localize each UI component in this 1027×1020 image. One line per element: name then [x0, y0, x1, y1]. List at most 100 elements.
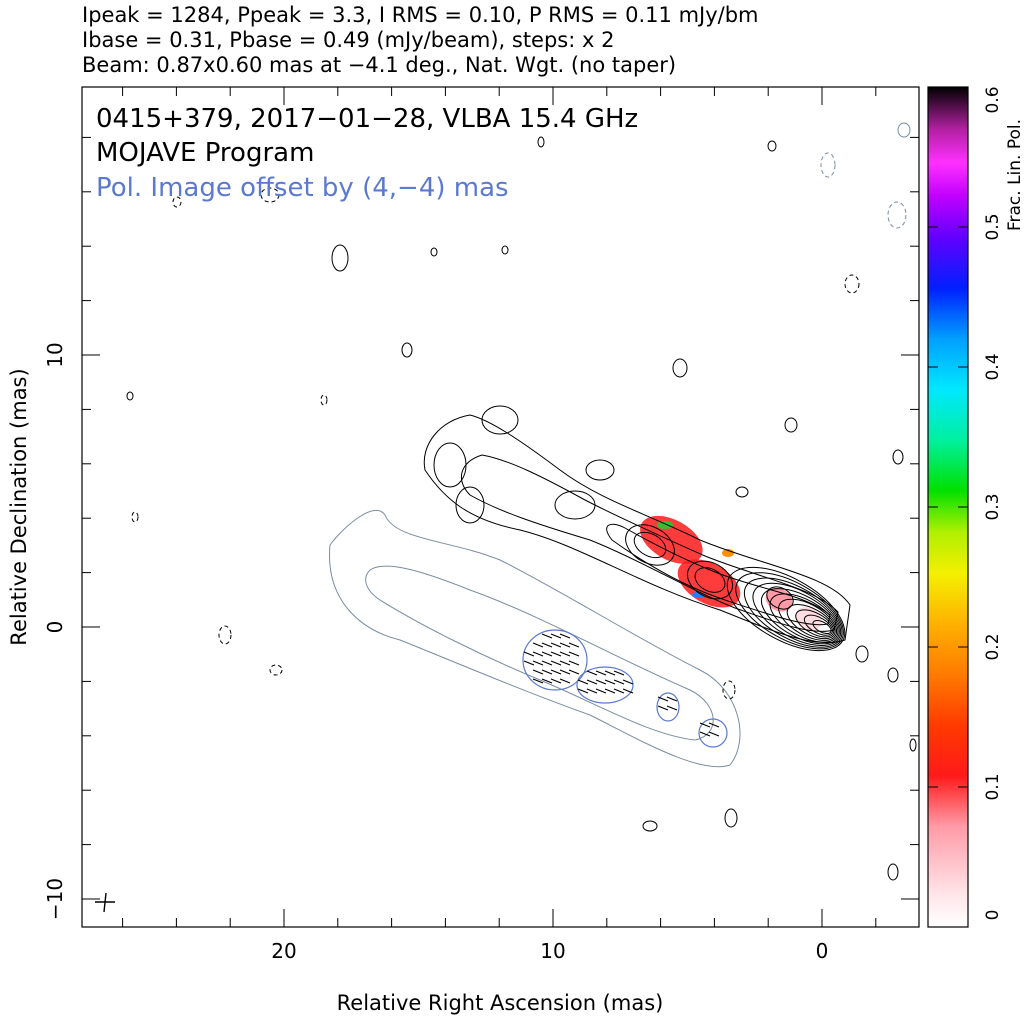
noise-contour	[131, 511, 139, 523]
evpa-tick	[550, 660, 562, 666]
noise-contour	[320, 394, 328, 406]
x-axis-label: Relative Right Ascension (mas)	[337, 991, 664, 1015]
noise-contour	[892, 449, 904, 465]
polarized-intensity-contour	[329, 509, 741, 768]
colorbar-tick-label: 0.1	[983, 773, 1003, 800]
colorbar-label: Frac. Lin. Pol.	[1005, 119, 1025, 231]
noise-contour	[537, 136, 545, 148]
stokes-i-contour	[795, 609, 835, 638]
evpa-tick	[613, 679, 625, 685]
evpa-tick	[568, 669, 580, 675]
evpa-tick	[613, 670, 625, 676]
evpa-tick	[523, 651, 535, 657]
evpa-tick	[595, 679, 607, 685]
noise-contour	[735, 486, 749, 498]
annotation-program: MOJAVE Program	[96, 138, 314, 168]
evpa-tick	[559, 651, 571, 657]
stokes-i-contours	[423, 405, 851, 652]
evpa-tick	[595, 670, 607, 676]
evpa-tick	[604, 679, 616, 685]
evpa-tick	[708, 722, 720, 728]
noise-contour	[909, 738, 917, 752]
axis-ticks	[82, 87, 919, 927]
evpa-tick	[666, 705, 678, 711]
evpa-tick	[577, 688, 589, 694]
noise-contour	[501, 245, 509, 255]
evpa-tick	[622, 688, 634, 694]
noise-contour	[722, 680, 736, 700]
y-tick-label: −10	[43, 878, 67, 920]
stokes-i-contour	[803, 614, 833, 636]
evpa-tick	[532, 660, 544, 666]
y-tick-label: 0	[43, 621, 67, 634]
y-tick-labels: 10 0 −10	[43, 342, 67, 920]
evpa-tick	[699, 722, 711, 728]
noise-contour	[767, 140, 777, 152]
noise-contour	[218, 625, 232, 645]
evpa-tick	[523, 660, 535, 666]
stokes-i-contour	[769, 593, 839, 643]
beam-marker	[95, 892, 115, 913]
y-tick-label: 10	[43, 342, 67, 367]
evpa-tick	[550, 678, 562, 684]
evpa-tick	[568, 651, 580, 657]
evpa-tick	[541, 669, 553, 675]
colorbar-tick-label: 0.5	[983, 213, 1003, 240]
noise-contour	[855, 645, 869, 663]
polarization-region	[657, 521, 673, 529]
x-tick-labels: 20 10 0	[271, 939, 828, 963]
stokes-i-contour	[735, 572, 844, 650]
noise-contour	[887, 667, 899, 683]
colorbar-ticks: 0 0.1 0.2 0.3 0.4 0.5 0.6	[928, 86, 1003, 928]
evpa-tick	[559, 642, 571, 648]
stokes-i-contour	[460, 454, 839, 632]
evpa-tick	[550, 633, 562, 639]
noise-contour	[820, 152, 836, 178]
noise-contour	[269, 664, 283, 676]
stokes-i-contour	[761, 588, 840, 645]
evpa-tick	[708, 731, 720, 737]
colorbar-tick-label: 0	[983, 910, 1003, 921]
fractional-polarization-fill	[640, 515, 822, 631]
stokes-i-contour	[778, 598, 838, 641]
polarized-knot	[656, 692, 680, 722]
evpa-tick	[586, 688, 598, 694]
noise-contour	[672, 358, 688, 378]
x-tick-label: 10	[540, 939, 565, 963]
polarized-knot	[576, 666, 634, 704]
evpa-tick	[541, 678, 553, 684]
stokes-i-contour	[481, 405, 519, 435]
x-tick-label: 20	[271, 939, 296, 963]
evpa-tick	[550, 651, 562, 657]
evpa-tick	[541, 633, 553, 639]
stokes-i-contour	[743, 577, 843, 648]
noise-contour	[331, 244, 349, 272]
evpa-tick	[532, 669, 544, 675]
noise-contour	[887, 863, 899, 881]
evpa-tick	[586, 679, 598, 685]
noise-contours	[126, 122, 917, 881]
colorbar: 0 0.1 0.2 0.3 0.4 0.5 0.6 Frac. Lin. Pol.	[927, 86, 1025, 928]
noise-contour	[260, 187, 280, 203]
evpa-tick	[568, 642, 580, 648]
stokes-i-contour	[585, 459, 615, 481]
noise-contour	[642, 820, 658, 832]
header-line-3: Beam: 0.87x0.60 mas at −4.1 deg., Nat. W…	[82, 53, 676, 77]
stokes-i-contour	[606, 523, 831, 626]
evpa-tick	[657, 705, 669, 711]
stokes-i-contour	[554, 490, 596, 520]
x-tick-label: 0	[816, 939, 829, 963]
evpa-tick	[532, 642, 544, 648]
evpa-tick	[699, 731, 711, 737]
stokes-i-contour	[766, 586, 794, 610]
evpa-tick	[622, 679, 634, 685]
polarization-contours	[329, 509, 741, 768]
header-line-1: Ipeak = 1284, Ppeak = 3.3, I RMS = 0.10,…	[82, 3, 759, 27]
noise-contour	[897, 122, 911, 138]
stokes-i-contour	[686, 560, 734, 600]
noise-contour	[844, 274, 860, 294]
annotation-offset: Pol. Image offset by (4,−4) mas	[96, 173, 509, 203]
noise-contour	[430, 247, 438, 257]
stokes-i-contour	[625, 524, 675, 566]
header-line-2: Ibase = 0.31, Pbase = 0.49 (mJy/beam), s…	[82, 28, 614, 52]
